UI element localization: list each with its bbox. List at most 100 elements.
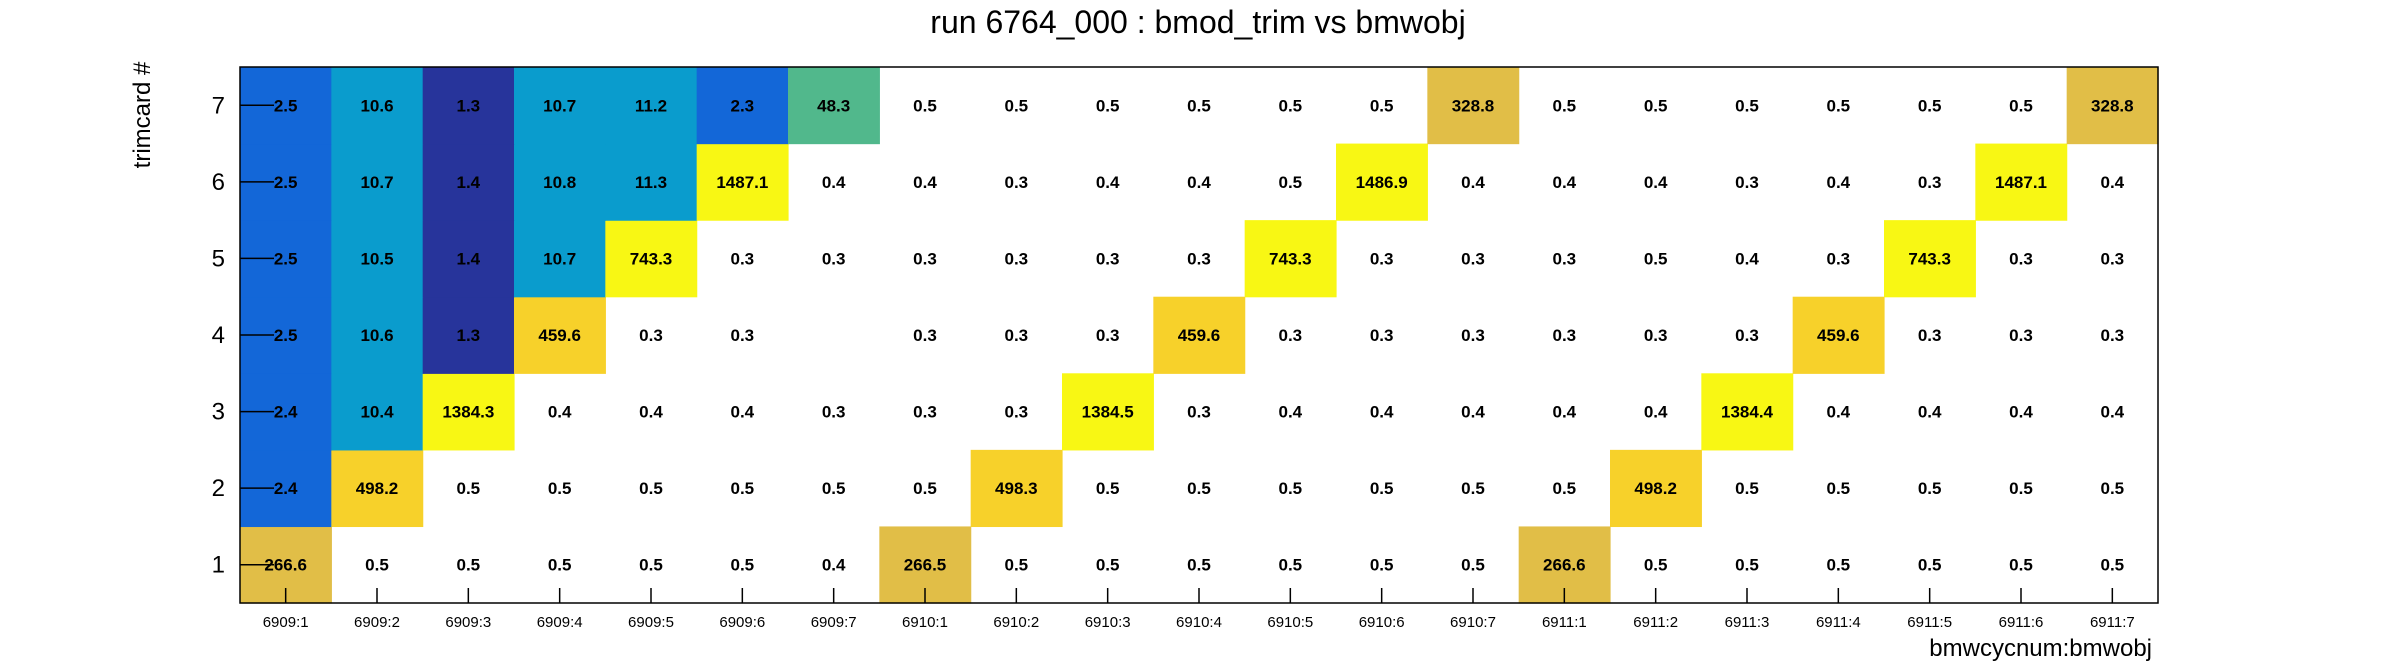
heatmap-cell <box>422 296 515 374</box>
cell-value-label: 0.3 <box>1918 173 1942 192</box>
cell-value-label: 0.5 <box>2101 556 2125 575</box>
cell-value-label: 0.5 <box>639 556 663 575</box>
cell-value-label: 11.3 <box>635 173 667 192</box>
y-tick-label: 2 <box>212 475 225 502</box>
x-tick-label: 6909:4 <box>537 614 583 631</box>
cell-value-label: 0.4 <box>2101 173 2125 192</box>
cell-value-label: 0.5 <box>1370 479 1394 498</box>
heatmap-cell <box>331 449 424 528</box>
cell-value-label: 10.5 <box>360 249 393 268</box>
cell-value-label: 266.5 <box>904 556 947 575</box>
cell-value-label: 0.5 <box>1735 556 1759 575</box>
cell-value-label: 2.4 <box>274 403 298 422</box>
cell-value-label: 0.3 <box>1187 403 1211 422</box>
cell-value-label: 0.3 <box>1827 249 1851 268</box>
heatmap-cell <box>331 143 424 221</box>
x-tick-label: 6910:3 <box>1085 614 1131 631</box>
cell-value-label: 0.4 <box>1827 403 1851 422</box>
cell-value-label: 0.3 <box>1005 403 1029 422</box>
cell-value-label: 0.4 <box>548 403 572 422</box>
cell-value-label: 0.3 <box>1096 249 1120 268</box>
x-tick-label: 6909:3 <box>445 614 491 631</box>
cell-value-label: 0.5 <box>1096 96 1120 115</box>
x-tick-label: 6910:6 <box>1359 614 1405 631</box>
cell-value-label: 1487.1 <box>1995 173 2047 192</box>
cell-label-layer: 266.6 0.5 0.5 0.5 0.5 0.5 0.4 266.5 0.5 0.5 0.5 0.5… <box>264 96 2133 574</box>
y-axis-title: trimcard # <box>129 61 156 168</box>
cell-value-label: 0.5 <box>2009 556 2033 575</box>
cell-value-label: 0.3 <box>1370 249 1394 268</box>
cell-value-label: 0.5 <box>2009 479 2033 498</box>
y-axis: 1 2 3 4 5 6 7 <box>212 92 274 579</box>
x-tick-label: 6911:2 <box>1633 614 1678 631</box>
cell-value-label: 0.4 <box>1461 403 1485 422</box>
cell-value-label: 0.4 <box>1187 173 1211 192</box>
cell-value-label: 0.5 <box>548 479 572 498</box>
x-tick-label: 6910:5 <box>1267 614 1313 631</box>
cell-value-label: 0.3 <box>1644 326 1668 345</box>
cell-value-label: 1384.4 <box>1721 403 1774 422</box>
heatmap-cell <box>514 143 606 221</box>
heatmap-cell <box>422 220 515 298</box>
cell-value-label: 0.3 <box>1005 326 1029 345</box>
cell-value-label: 328.8 <box>1452 96 1495 115</box>
cell-value-label: 0.5 <box>1096 479 1120 498</box>
heatmap-cell <box>2066 67 2159 145</box>
cell-value-label: 0.4 <box>1553 173 1577 192</box>
cell-value-label: 0.4 <box>1461 173 1485 192</box>
cell-value-label: 0.5 <box>1461 556 1485 575</box>
cell-value-label: 1384.5 <box>1082 403 1134 422</box>
cell-value-label: 0.3 <box>1279 326 1303 345</box>
cell-value-label: 0.5 <box>1827 96 1851 115</box>
cell-value-label: 0.3 <box>2009 249 2033 268</box>
heatmap-cell <box>605 143 698 221</box>
cell-value-label: 1.4 <box>457 173 481 192</box>
heatmap-cell <box>696 143 789 221</box>
x-tick-label: 6911:3 <box>1725 614 1770 631</box>
cell-value-label: 743.3 <box>1908 249 1951 268</box>
cell-value-label: 0.5 <box>1187 479 1211 498</box>
cell-value-label: 0.5 <box>2101 479 2125 498</box>
y-tick-label: 4 <box>212 322 225 349</box>
cell-value-label: 498.2 <box>1634 479 1677 498</box>
heatmap-cell <box>514 296 606 374</box>
cell-value-label: 0.5 <box>1370 556 1394 575</box>
cell-value-label: 0.3 <box>2101 326 2125 345</box>
x-tick-label: 6911:1 <box>1542 614 1587 631</box>
heatmap-cell <box>605 67 698 145</box>
cell-value-label: 328.8 <box>2091 96 2134 115</box>
cell-value-label: 0.5 <box>1370 96 1394 115</box>
cell-value-label: 743.3 <box>630 249 673 268</box>
heatmap-cell <box>331 220 424 298</box>
cell-value-label: 0.3 <box>639 326 663 345</box>
cell-value-label: 498.3 <box>995 479 1038 498</box>
heatmap-cell <box>331 67 424 145</box>
cell-value-label: 0.4 <box>2009 403 2033 422</box>
x-axis-title: bmwcycnum:bmwobj <box>1929 635 2152 662</box>
cell-value-label: 0.5 <box>1187 556 1211 575</box>
cell-value-label: 0.4 <box>822 173 846 192</box>
cell-value-label: 10.6 <box>360 96 393 115</box>
heatmap-cell <box>970 449 1063 528</box>
cell-value-label: 0.5 <box>1918 96 1942 115</box>
x-tick-label: 6910:2 <box>993 614 1039 631</box>
cell-value-label: 0.5 <box>1735 96 1759 115</box>
cell-value-label: 0.4 <box>1735 249 1759 268</box>
cell-value-label: 0.3 <box>731 249 755 268</box>
cell-value-label: 0.3 <box>1553 249 1577 268</box>
cell-value-label: 0.3 <box>1461 326 1485 345</box>
y-tick-label: 3 <box>212 399 225 426</box>
heatmap-cell <box>1427 67 1520 145</box>
x-tick-label: 6909:5 <box>628 614 674 631</box>
cell-value-label: 1486.9 <box>1356 173 1408 192</box>
x-tick-label: 6911:6 <box>1999 614 2044 631</box>
cell-value-label: 0.5 <box>1553 96 1577 115</box>
cell-value-label: 10.7 <box>543 96 576 115</box>
cell-value-label: 0.4 <box>1553 403 1577 422</box>
x-tick-label: 6911:5 <box>1907 614 1952 631</box>
cell-value-label: 0.5 <box>913 479 937 498</box>
y-tick-label: 7 <box>212 92 225 119</box>
cell-value-label: 1384.3 <box>442 403 494 422</box>
cell-value-label: 0.5 <box>457 556 481 575</box>
